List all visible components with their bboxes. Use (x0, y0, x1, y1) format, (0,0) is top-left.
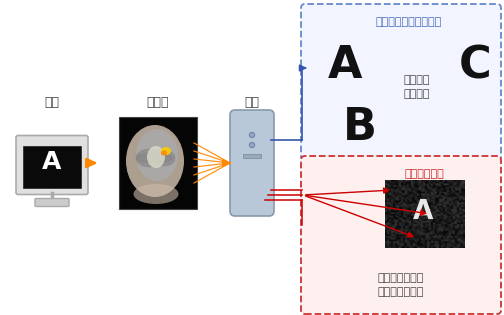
Ellipse shape (161, 151, 167, 156)
Text: そのまま画像化: そのまま画像化 (378, 287, 424, 297)
Text: 解析: 解析 (244, 96, 260, 110)
Text: B: B (343, 106, 377, 150)
Ellipse shape (134, 184, 178, 204)
Bar (243, 154, 261, 158)
Text: A: A (413, 199, 433, 225)
Text: どれか？: どれか？ (404, 89, 430, 99)
Text: 見ている画像を: 見ている画像を (378, 273, 424, 283)
FancyBboxPatch shape (301, 4, 501, 160)
Circle shape (249, 133, 255, 138)
Circle shape (249, 142, 255, 147)
Ellipse shape (147, 146, 165, 168)
Text: A: A (42, 150, 61, 174)
FancyBboxPatch shape (301, 156, 501, 314)
Text: 従来のデコーディング: 従来のデコーディング (376, 17, 442, 27)
Bar (23, 146, 81, 187)
Ellipse shape (136, 149, 164, 167)
Ellipse shape (136, 153, 172, 163)
Text: このうち: このうち (404, 75, 430, 85)
Text: 画像: 画像 (44, 96, 59, 110)
Ellipse shape (161, 147, 171, 155)
Ellipse shape (136, 129, 178, 181)
Ellipse shape (126, 125, 184, 197)
Text: A: A (328, 44, 362, 88)
Text: 脳活動: 脳活動 (147, 96, 169, 110)
Text: C: C (459, 44, 491, 88)
Bar (119, 117, 197, 209)
FancyBboxPatch shape (35, 198, 69, 207)
Ellipse shape (153, 150, 175, 166)
FancyBboxPatch shape (230, 110, 274, 216)
FancyBboxPatch shape (16, 135, 88, 194)
Text: 視覚像再構成: 視覚像再構成 (404, 169, 444, 179)
